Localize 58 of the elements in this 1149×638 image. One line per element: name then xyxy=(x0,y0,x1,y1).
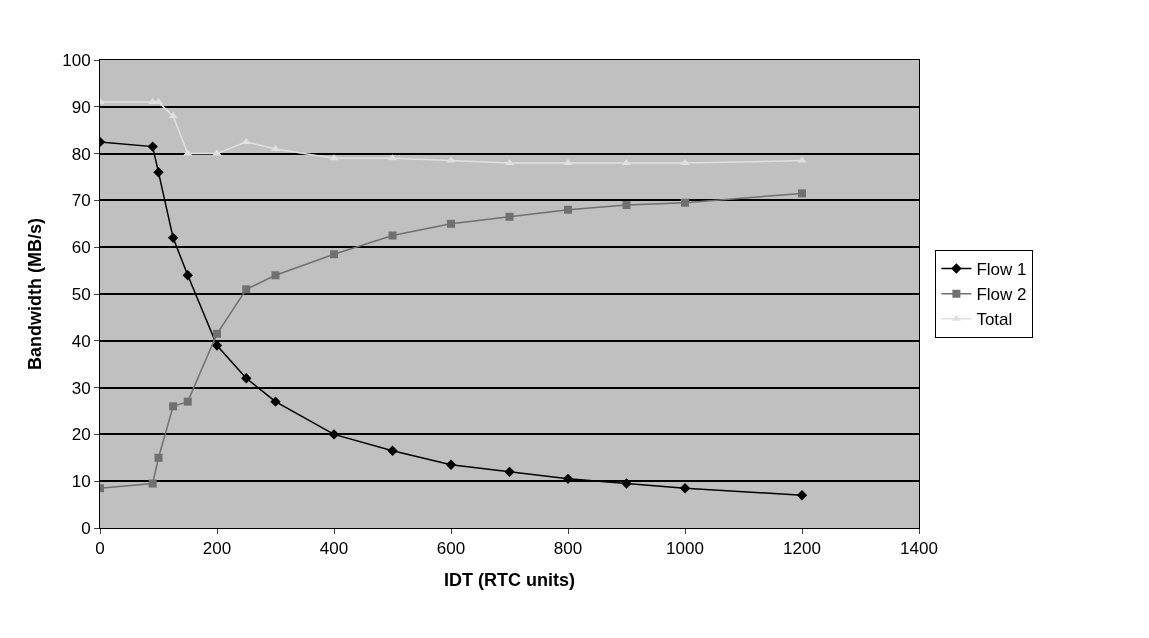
point xyxy=(387,445,398,456)
x-tick-label: 200 xyxy=(202,539,232,559)
point xyxy=(564,205,572,214)
y-tick-label: 100 xyxy=(62,50,91,70)
point xyxy=(621,478,632,489)
y-tick-label: 30 xyxy=(71,378,91,398)
y-tick-label: 40 xyxy=(71,331,91,351)
point xyxy=(798,189,806,198)
point xyxy=(270,396,281,407)
point xyxy=(153,167,164,178)
point xyxy=(447,219,455,228)
y-tick-label: 0 xyxy=(81,518,91,538)
point xyxy=(183,397,192,406)
point xyxy=(154,453,163,462)
y-tick-label: 70 xyxy=(71,191,91,211)
point xyxy=(446,156,456,163)
point xyxy=(167,232,179,244)
point xyxy=(148,479,157,488)
point xyxy=(679,483,691,494)
x-tick-label: 1000 xyxy=(666,539,704,559)
legend-label: Total xyxy=(976,310,1013,330)
point xyxy=(212,149,222,156)
x-tick-label: 400 xyxy=(319,539,349,559)
point xyxy=(213,329,221,338)
y-tick-label: 20 xyxy=(71,425,91,445)
point xyxy=(504,466,515,478)
x-tick-label: 600 xyxy=(436,539,466,559)
x-axis-title: IDT (RTC units) xyxy=(444,569,575,590)
point xyxy=(183,149,193,156)
x-tick-label: 800 xyxy=(553,539,583,559)
point xyxy=(681,198,689,207)
point xyxy=(241,373,252,384)
legend-label: Flow 2 xyxy=(976,285,1027,305)
y-tick-label: 50 xyxy=(71,284,91,304)
point xyxy=(796,490,808,501)
y-axis-title: Bandwidth (MB/s) xyxy=(25,218,46,370)
point xyxy=(169,402,178,411)
point xyxy=(388,231,397,240)
point xyxy=(271,271,280,280)
point xyxy=(330,250,338,259)
point xyxy=(182,270,193,281)
point xyxy=(563,158,573,165)
y-tick-label: 80 xyxy=(71,144,91,164)
point xyxy=(797,156,807,163)
point xyxy=(622,201,631,210)
point xyxy=(147,141,158,152)
x-tick-label: 0 xyxy=(95,539,105,559)
y-tick-label: 10 xyxy=(71,472,91,492)
y-tick-label: 90 xyxy=(71,97,91,117)
legend-label: Flow 1 xyxy=(976,260,1027,280)
y-tick-label: 60 xyxy=(71,238,91,258)
point xyxy=(505,212,514,221)
point xyxy=(445,459,457,471)
point xyxy=(680,158,690,165)
point xyxy=(242,285,251,294)
x-tick-label: 1200 xyxy=(783,539,821,559)
point xyxy=(562,473,574,485)
x-tick-label: 1400 xyxy=(900,539,938,559)
